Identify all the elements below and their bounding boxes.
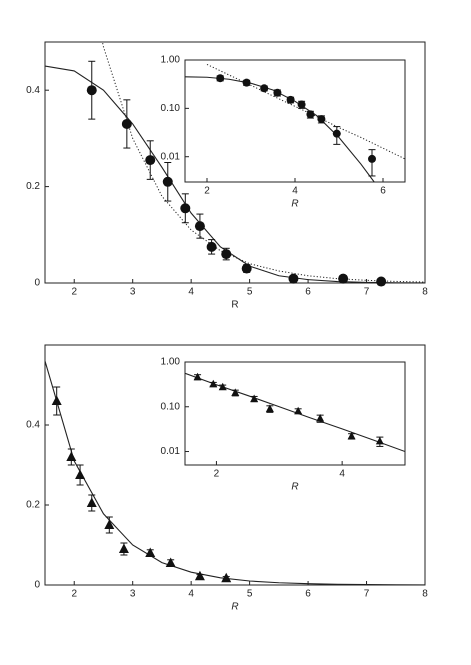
y-tick-label: 0.10 [161, 103, 181, 114]
y-tick-label: 0.01 [161, 151, 181, 162]
data-point [145, 155, 156, 166]
data-point [75, 469, 86, 479]
data-point [316, 413, 325, 422]
inset-chart: 2 4 1.00 0.10 0.01 R [161, 357, 406, 493]
data-point [375, 436, 384, 445]
fit-curve-dotted [206, 63, 405, 160]
x-tick-label: 6 [305, 589, 311, 600]
x-tick-label: 2 [71, 287, 77, 298]
data-point [104, 519, 115, 529]
data-point [347, 431, 356, 440]
y-tick-label: 0 [34, 278, 40, 289]
data-point [221, 249, 232, 260]
data-point [193, 372, 202, 381]
data-point [260, 84, 269, 93]
data-point [162, 176, 173, 187]
data-point [218, 382, 227, 391]
x-tick-label: 4 [292, 186, 298, 197]
x-tick-label: 2 [71, 589, 77, 600]
y-tick-label: 0.2 [26, 500, 40, 511]
data-point [306, 110, 315, 119]
x-tick-label: 2 [204, 186, 210, 197]
y-tick-label: 0 [34, 580, 40, 591]
y-tick-label: 0.2 [26, 181, 40, 192]
data-point [165, 557, 176, 567]
y-tick-label: 0.4 [26, 420, 40, 431]
data-point [194, 570, 205, 581]
x-axis-label: R [231, 602, 238, 613]
x-tick-label: 3 [130, 589, 136, 600]
data-point [250, 394, 259, 403]
x-tick-label: 2 [214, 469, 220, 480]
data-point [231, 388, 240, 397]
y-tick-label: 0.4 [26, 85, 40, 96]
x-tick-label: 6 [305, 287, 311, 298]
data-point [265, 404, 274, 413]
data-point [206, 241, 217, 252]
data-point [332, 129, 341, 138]
x-tick-label: 7 [364, 589, 370, 600]
data-point [376, 276, 387, 287]
x-tick-label: 4 [339, 469, 345, 480]
data-point [288, 273, 299, 284]
data-point [209, 379, 218, 388]
data-point [294, 406, 303, 415]
data-point [194, 221, 205, 232]
y-tick-label: 1.00 [161, 55, 181, 66]
x-tick-label: 3 [130, 287, 136, 298]
data-point [145, 547, 156, 557]
fit-curve [45, 360, 425, 585]
x-tick-label: 4 [188, 287, 194, 298]
data-point [86, 497, 97, 507]
data-point [86, 85, 97, 96]
x-tick-label: 8 [422, 287, 428, 298]
y-tick-label: 0.10 [161, 401, 181, 412]
fit-curve [45, 65, 425, 283]
plot-area [45, 42, 425, 283]
x-tick-label: 5 [247, 589, 253, 600]
data-point [338, 273, 349, 284]
plot-area [45, 360, 425, 585]
data-point [180, 203, 191, 214]
x-axis-label: R [231, 300, 238, 311]
data-point [216, 74, 225, 83]
data-point [121, 118, 132, 129]
data-point [317, 115, 326, 124]
data-point [297, 100, 306, 109]
x-tick-label: 4 [188, 589, 194, 600]
x-tick-label: 7 [364, 287, 370, 298]
data-point [66, 451, 77, 461]
data-point [368, 154, 376, 163]
data-point [241, 263, 252, 274]
x-axis-label: R [291, 482, 298, 493]
data-point [118, 543, 129, 553]
fit-curve-dotted [101, 42, 425, 283]
x-axis-label: R [291, 199, 298, 210]
x-tick-label: 5 [247, 287, 253, 298]
data-point [221, 572, 232, 583]
y-tick-label: 1.00 [161, 357, 181, 368]
x-tick-label: 6 [380, 186, 386, 197]
y-tick-label: 0.01 [161, 446, 181, 457]
data-point [286, 95, 295, 104]
inset-chart: 2 4 6 1.00 0.10 0.01 R [161, 55, 406, 210]
data-point [51, 395, 62, 405]
data-point [273, 88, 282, 97]
data-point [242, 78, 251, 87]
x-tick-label: 8 [422, 589, 428, 600]
